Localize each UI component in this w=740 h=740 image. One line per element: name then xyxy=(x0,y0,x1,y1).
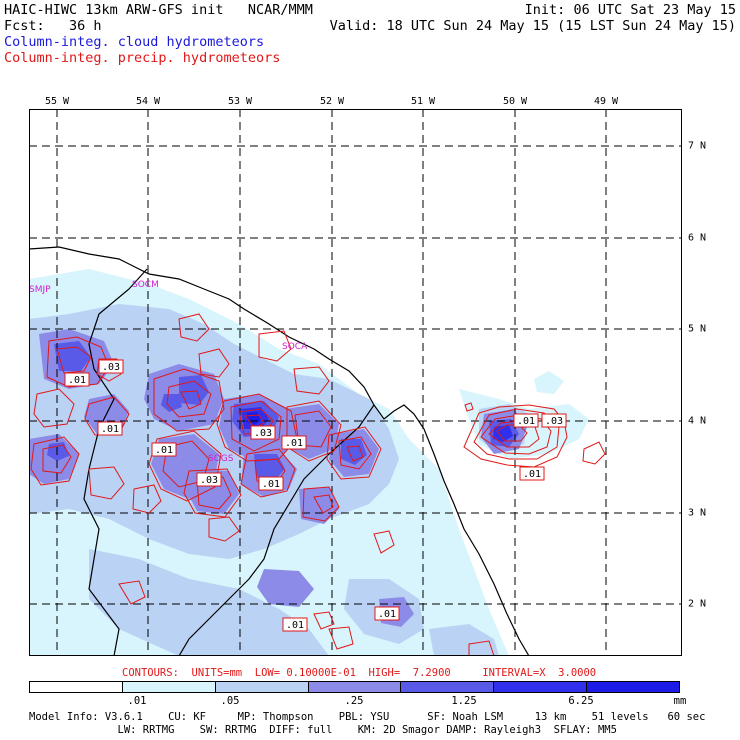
cloud-shade-area xyxy=(429,624,499,656)
contour-info: CONTOURS: UNITS=mm LOW= 0.10000E-01 HIGH… xyxy=(122,667,597,679)
lat-label: 5 N xyxy=(688,323,707,335)
lat-label: 2 N xyxy=(688,598,707,610)
cloud-shade-area xyxy=(493,425,513,442)
lon-label: 50 W xyxy=(502,96,528,107)
contour-label: .03 xyxy=(254,428,272,439)
model-title: HAIC-HIWC 13km ARW-GFS init NCAR/MMM xyxy=(4,2,313,18)
contour-label: .01 xyxy=(101,424,119,435)
lon-label: 54 W xyxy=(135,96,161,107)
colorbar-label: .05 xyxy=(220,695,240,707)
colorbar-units: mm xyxy=(673,695,687,707)
contour-label: .01 xyxy=(68,375,86,386)
station-socm: SOCM xyxy=(132,280,159,290)
contour-label: .03 xyxy=(102,362,120,373)
contour-label: .01 xyxy=(378,609,396,620)
lon-label: 49 W xyxy=(593,96,619,107)
contour-label: .01 xyxy=(517,416,535,427)
contour-label: .01 xyxy=(155,445,173,456)
init-time: Init: 06 UTC Sat 23 May 15 xyxy=(524,2,736,18)
station-smjp: SMJP xyxy=(29,285,51,295)
colorbar-label: 6.25 xyxy=(568,695,594,707)
contour-labels: .03 .01 .01 .03 .01 .01 .03 .01 .01 .03 … xyxy=(64,359,567,632)
cloud-shade-area xyxy=(161,394,182,412)
lat-label: 7 N xyxy=(688,140,707,152)
cloud-shading xyxy=(29,269,589,656)
colorbar-label: .01 xyxy=(127,695,147,707)
map-panel: .03 .01 .01 .03 .01 .01 .03 .01 .01 .03 … xyxy=(29,109,682,656)
lat-label: 3 N xyxy=(688,507,707,519)
colorbar-label: 1.25 xyxy=(451,695,477,707)
lat-label: 4 N xyxy=(688,415,707,427)
contour-label: .01 xyxy=(523,469,541,480)
cloud-shade-area xyxy=(257,569,314,607)
model-info-line2: LW: RRTMG SW: RRTMG DIFF: full KM: 2D Sm… xyxy=(29,724,617,736)
valid-time: Valid: 18 UTC Sun 24 May 15 (15 LST Sun … xyxy=(329,18,736,34)
cloud-shade-area xyxy=(89,549,329,656)
lon-label: 51 W xyxy=(410,96,436,107)
field-legend-precip: Column-integ. precip. hydrometeors xyxy=(4,50,281,66)
station-markers: SMJP SOCM SOCA SOGS xyxy=(29,280,308,464)
colorbar-bin xyxy=(30,682,123,692)
colorbar-bin xyxy=(215,682,309,692)
forecast-hour: Fcst: 36 h xyxy=(4,18,102,34)
contour-label: .03 xyxy=(545,416,563,427)
contour-label: .01 xyxy=(262,479,280,490)
lon-label: 55 W xyxy=(44,96,70,107)
colorbar-label: .25 xyxy=(344,695,364,707)
field-legend-cloud: Column-integ. cloud hydrometeors xyxy=(4,34,265,50)
station-sogs: SOGS xyxy=(208,454,234,464)
colorbar-bin xyxy=(308,682,402,692)
contour-label: .01 xyxy=(286,620,304,631)
lon-label: 53 W xyxy=(227,96,253,107)
contour-label: .01 xyxy=(285,438,303,449)
model-info-line1: Model Info: V3.6.1 CU: KF MP: Thompson P… xyxy=(29,711,706,723)
colorbar-bin xyxy=(122,682,216,692)
colorbar-bin xyxy=(587,682,680,692)
cloud-shade-area xyxy=(534,371,564,394)
station-soca: SOCA xyxy=(282,342,308,352)
contour-label: .03 xyxy=(200,475,218,486)
colorbar-bin xyxy=(494,682,588,692)
lon-label: 52 W xyxy=(319,96,345,107)
colorbar xyxy=(29,681,680,693)
lat-label: 6 N xyxy=(688,232,707,244)
graticule xyxy=(29,109,682,656)
colorbar-bin xyxy=(401,682,495,692)
